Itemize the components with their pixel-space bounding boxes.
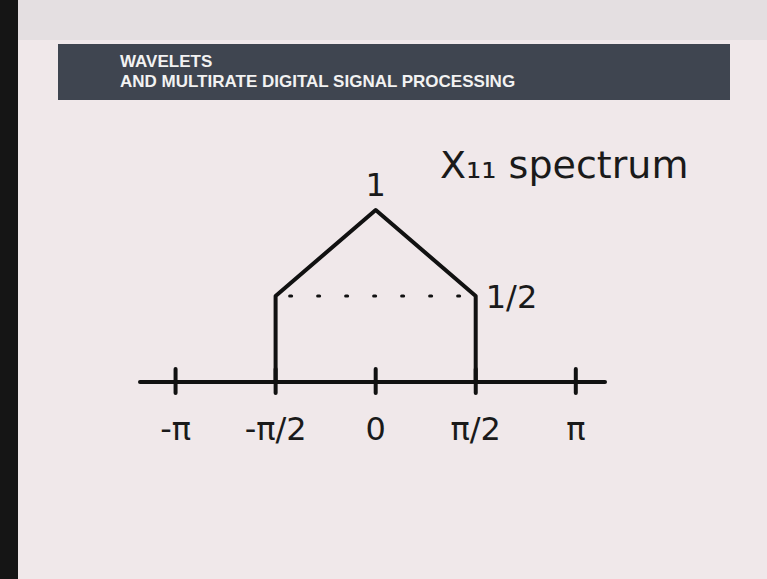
x-tick-label: 0 (366, 410, 386, 448)
title: X₁₁ spectrum (440, 143, 688, 187)
x-tick (174, 369, 178, 393)
x-tick (574, 369, 578, 393)
top-strip (18, 0, 767, 40)
x-tick-label: -π (160, 410, 191, 448)
x-tick-label: -π/2 (245, 410, 307, 448)
banner-text: WAVELETS (120, 52, 212, 71)
x-tick (374, 369, 378, 393)
x-tick-label: π (566, 410, 585, 448)
annotation: 1 (366, 166, 386, 204)
banner (58, 44, 730, 100)
x-tick-label: π/2 (451, 410, 501, 448)
level-guide (290, 295, 462, 298)
spectrum-line (276, 210, 476, 382)
plot-area (276, 210, 476, 382)
x-axis (140, 380, 605, 384)
paper (0, 0, 767, 579)
annotation: 1/2 (486, 278, 538, 316)
canvas: WAVELETSAND MULTIRATE DIGITAL SIGNAL PRO… (0, 0, 767, 579)
banner-text: AND MULTIRATE DIGITAL SIGNAL PROCESSING (120, 72, 515, 91)
dark-edge (0, 0, 18, 579)
